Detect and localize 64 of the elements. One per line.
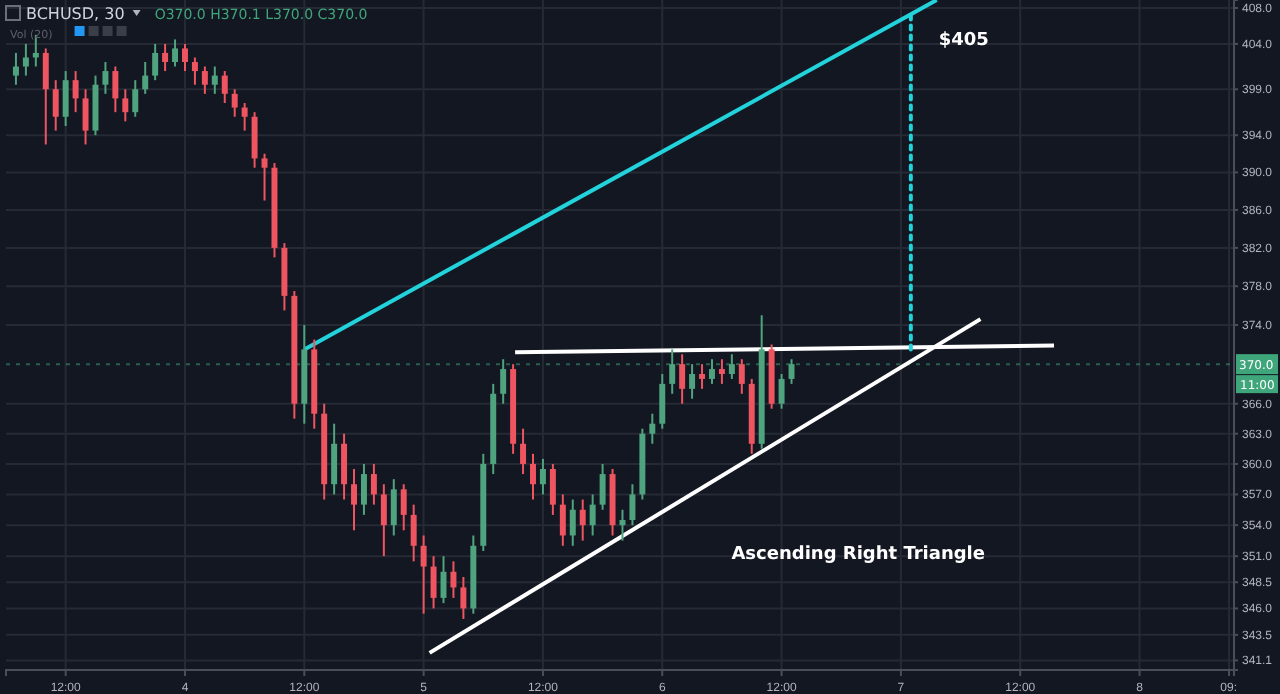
candlestick [579, 498, 586, 542]
candlestick [788, 358, 795, 385]
candlestick [738, 358, 745, 395]
candlestick [261, 152, 268, 202]
candlestick [520, 427, 527, 476]
candlestick [102, 60, 109, 95]
candlestick [112, 65, 119, 114]
candlestick [778, 373, 785, 410]
candlestick [52, 79, 59, 132]
candlestick [728, 353, 735, 380]
candlestick [191, 56, 198, 86]
annotation: $405 [938, 30, 989, 51]
candlestick [122, 88, 129, 123]
candlestick [530, 452, 536, 501]
candlestick [699, 363, 706, 390]
candlestick [539, 457, 546, 496]
candlestick [201, 65, 208, 95]
candlestick [251, 111, 258, 169]
candlestick [231, 88, 238, 118]
candlestick [390, 478, 397, 537]
candlestick [331, 422, 338, 496]
candlestick [420, 534, 427, 615]
candlestick [380, 483, 387, 558]
candlestick [629, 483, 636, 527]
candlestick [62, 70, 69, 127]
candlestick [172, 38, 179, 68]
candlestick [351, 468, 357, 532]
candlestick [132, 79, 139, 118]
candlestick [162, 42, 169, 73]
candlestick [42, 47, 49, 146]
annotation: Ascending Right Triangle [731, 544, 985, 565]
candlestick [599, 462, 606, 511]
candlestick [12, 51, 19, 86]
candlestick [341, 432, 348, 501]
candlestick [221, 70, 228, 104]
candlestick [569, 498, 576, 547]
candlestick [689, 363, 696, 400]
candlestick [659, 373, 666, 430]
candlestick [549, 462, 556, 516]
candlestick [708, 358, 715, 385]
candlestick [669, 348, 676, 395]
candlestick [559, 493, 566, 547]
candlestick [679, 353, 686, 405]
candlestick [182, 42, 188, 73]
candlestick [211, 65, 218, 95]
candlestick [22, 42, 29, 77]
candlestick [718, 358, 725, 385]
candlestick [142, 60, 149, 95]
candlestick [500, 358, 507, 405]
candlestick [589, 493, 596, 537]
candlestick [72, 70, 79, 114]
candlestick [241, 102, 248, 132]
candlestick [370, 462, 377, 506]
candlestick [400, 483, 407, 532]
candlestick [430, 555, 437, 610]
candlestick [152, 42, 159, 82]
chart-title: BCHUSD, 30 [26, 5, 125, 23]
candlestick [460, 575, 467, 620]
candlestick [410, 503, 417, 563]
candlestick [82, 88, 89, 146]
candlestick [281, 242, 288, 312]
candlestick [360, 462, 367, 516]
candlestick [649, 412, 656, 445]
candlestick [450, 560, 457, 599]
